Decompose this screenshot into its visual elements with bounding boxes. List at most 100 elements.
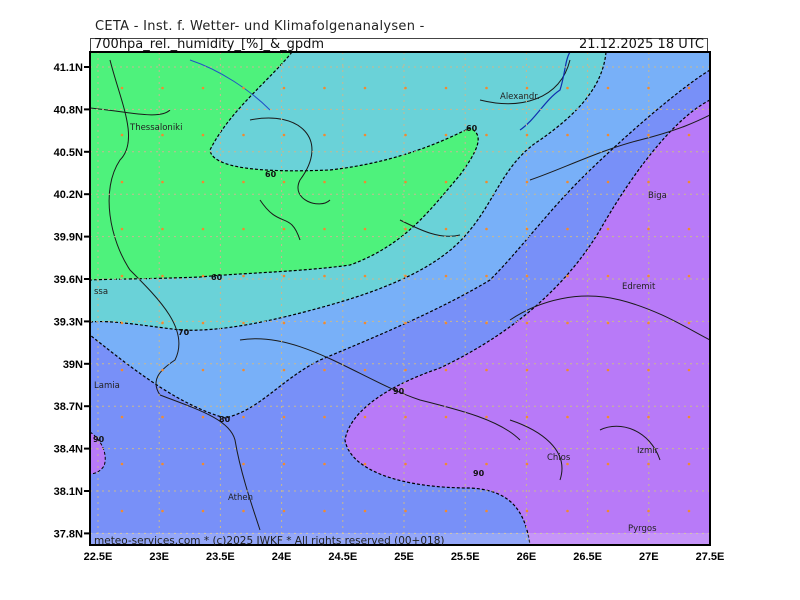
grid-dot bbox=[242, 227, 245, 231]
grid-dot bbox=[161, 274, 164, 278]
grid-dot bbox=[161, 321, 164, 325]
grid-dot bbox=[444, 227, 448, 231]
grid-dot bbox=[161, 227, 164, 231]
grid-dot bbox=[363, 274, 367, 278]
lon-label: 24.5E bbox=[328, 551, 357, 563]
footer-band bbox=[90, 533, 710, 545]
grid-dot bbox=[485, 86, 488, 90]
grid-dot bbox=[444, 321, 448, 325]
city-labels: Thessaloniki Alexandr. Biga Edremit ssa … bbox=[94, 92, 667, 534]
contour-label: 90 bbox=[93, 435, 105, 444]
grid-dot bbox=[687, 227, 691, 231]
grid-dot bbox=[323, 462, 326, 466]
grid-dot bbox=[404, 321, 407, 325]
grid-dot bbox=[566, 368, 569, 372]
grid-dot bbox=[363, 321, 367, 325]
grid-dot bbox=[120, 227, 124, 231]
grid-dot bbox=[566, 462, 569, 466]
grid-dot bbox=[120, 180, 124, 184]
lon-label: 25E bbox=[394, 551, 414, 563]
grid-dot bbox=[404, 180, 407, 184]
grid-dot bbox=[444, 368, 448, 372]
grid-dot bbox=[120, 368, 124, 372]
grid-dot bbox=[363, 415, 367, 419]
city-label: Pyrgos bbox=[628, 524, 657, 534]
grid-dots bbox=[120, 86, 691, 513]
grid-dot bbox=[201, 415, 205, 419]
grid-dot bbox=[606, 133, 610, 137]
grid-dot bbox=[404, 415, 407, 419]
lat-label: 39N bbox=[63, 359, 83, 371]
grid-dot bbox=[444, 462, 448, 466]
grid-dot bbox=[282, 227, 286, 231]
grid-dot bbox=[323, 133, 326, 137]
grid-dot bbox=[525, 227, 529, 231]
lon-label: 26E bbox=[517, 551, 537, 563]
grid-dot bbox=[444, 86, 448, 90]
grid-dot bbox=[282, 86, 286, 90]
grid-dot bbox=[687, 86, 691, 90]
city-label: Thessaloniki bbox=[129, 123, 182, 133]
lon-label: 24E bbox=[272, 551, 292, 563]
grid-dot bbox=[566, 415, 569, 419]
grid-dot bbox=[525, 86, 529, 90]
grid-dot bbox=[242, 509, 245, 513]
grid-dot bbox=[323, 274, 326, 278]
grid-dot bbox=[647, 274, 650, 278]
grid-dot bbox=[161, 509, 164, 513]
grid-dot bbox=[363, 133, 367, 137]
grid-dot bbox=[647, 86, 650, 90]
institute-header: CETA - Inst. f. Wetter- und Klimafolgena… bbox=[95, 19, 425, 34]
lat-label: 40.2N bbox=[54, 189, 83, 201]
grid-dot bbox=[485, 415, 488, 419]
grid-dot bbox=[323, 415, 326, 419]
region-gt90-left bbox=[90, 431, 106, 475]
grid-dot bbox=[647, 227, 650, 231]
grid-dot bbox=[687, 274, 691, 278]
lon-label: 22.5E bbox=[84, 551, 113, 563]
grid-dot bbox=[485, 180, 488, 184]
grid-dot bbox=[282, 368, 286, 372]
grid-dot bbox=[687, 321, 691, 325]
coastlines bbox=[90, 59, 710, 531]
grid-dot bbox=[404, 368, 407, 372]
grid-dot bbox=[525, 180, 529, 184]
grid-dot bbox=[120, 321, 124, 325]
contour-lines bbox=[90, 52, 710, 545]
contour-label: 90 bbox=[473, 469, 485, 478]
grid-dot bbox=[201, 462, 205, 466]
grid-dot bbox=[485, 462, 488, 466]
city-label: Edremit bbox=[622, 282, 656, 292]
city-label: Lamia bbox=[94, 381, 120, 391]
valid-time: 21.12.2025 18 UTC bbox=[578, 37, 704, 52]
grid-dot bbox=[161, 86, 164, 90]
grid-dot bbox=[485, 274, 488, 278]
grid-dot bbox=[282, 274, 286, 278]
grid-dot bbox=[282, 509, 286, 513]
lon-label: 27E bbox=[639, 551, 659, 563]
grid-dot bbox=[606, 509, 610, 513]
grid-dot bbox=[363, 86, 367, 90]
grid-dot bbox=[566, 509, 569, 513]
grid-dot bbox=[120, 274, 124, 278]
contour-label: 60 bbox=[265, 170, 277, 179]
grid-dot bbox=[363, 368, 367, 372]
grid-dot bbox=[242, 462, 245, 466]
lat-label: 41.1N bbox=[54, 62, 83, 74]
grid-dot bbox=[201, 180, 205, 184]
grid-dot bbox=[444, 415, 448, 419]
lat-label: 40.8N bbox=[54, 104, 83, 116]
grid-dot bbox=[525, 133, 529, 137]
grid-dot bbox=[282, 321, 286, 325]
grid-dot bbox=[404, 227, 407, 231]
grid-dot bbox=[566, 321, 569, 325]
grid-dot bbox=[404, 274, 407, 278]
grid-dot bbox=[647, 462, 650, 466]
grid-dot bbox=[242, 86, 245, 90]
grid-dot bbox=[404, 133, 407, 137]
grid-dot bbox=[485, 368, 488, 372]
grid-dot bbox=[404, 509, 407, 513]
grid-dot bbox=[647, 321, 650, 325]
grid-dot bbox=[606, 462, 610, 466]
grid-dot bbox=[687, 462, 691, 466]
